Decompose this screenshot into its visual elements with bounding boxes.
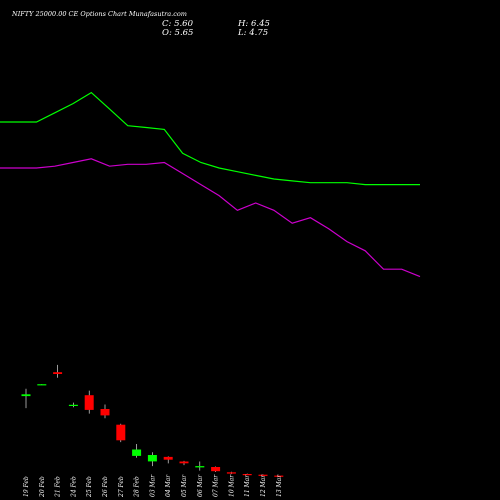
candle-11-mar — [242, 473, 252, 476]
x-tick-label: 24 Feb — [70, 476, 77, 498]
candle-body — [132, 449, 142, 456]
x-tick-label: 19 Feb — [23, 476, 30, 497]
candle-19-feb — [21, 388, 31, 409]
close-label: C: 5.60 — [162, 19, 193, 29]
candle-body — [116, 424, 126, 441]
x-tick-label: 26 Feb — [102, 476, 109, 498]
ma-long-line — [0, 158, 421, 278]
candle-13-mar — [274, 475, 284, 477]
candle-25-feb — [84, 390, 94, 414]
candle-body — [53, 372, 63, 374]
candle-body — [211, 467, 221, 472]
low-label: L: 4.75 — [238, 28, 269, 38]
candle-body — [147, 455, 157, 462]
x-tick-label: 25 Feb — [86, 476, 93, 498]
candle-06-mar — [195, 461, 205, 471]
x-tick-label: 27 Feb — [118, 476, 125, 498]
candle-body — [242, 474, 252, 476]
x-tick-label: 10 Mar — [228, 474, 235, 497]
x-axis-ticks: 19 Feb 20 Feb 21 Feb 24 Feb 25 Feb 26 Feb 27 F… — [23, 474, 283, 498]
candle-07-mar — [211, 466, 221, 472]
candle-03-mar — [147, 452, 157, 467]
candle-body — [21, 394, 31, 397]
candle-26-feb — [100, 404, 110, 419]
candle-04-mar — [163, 456, 173, 464]
x-tick-label: 05 Mar — [181, 474, 188, 497]
x-tick-label: 04 Mar — [165, 474, 172, 497]
candle-body — [195, 466, 205, 468]
open-label: O: 5.65 — [162, 28, 194, 38]
candle-body — [37, 384, 47, 386]
ma-short-line — [0, 91, 420, 186]
candle-21-feb — [53, 364, 63, 378]
candle-body — [179, 461, 189, 464]
candle-10-mar — [226, 471, 236, 475]
x-tick-label: 07 Mar — [213, 474, 220, 497]
candle-body — [68, 404, 78, 406]
candle-28-feb — [132, 444, 142, 458]
candle-20-feb — [37, 384, 47, 386]
x-tick-label: 11 Mar — [244, 474, 251, 497]
candle-body — [226, 472, 236, 474]
x-tick-label: 03 Mar — [149, 474, 156, 497]
candle-body — [84, 395, 94, 410]
chart-title: NIFTY 25000.00 CE Options Chart Munafasu… — [12, 10, 187, 18]
candle-body — [274, 475, 284, 477]
x-tick-label: 20 Feb — [39, 476, 46, 498]
high-label: H: 6.45 — [238, 19, 270, 29]
candle-24-feb — [68, 402, 78, 408]
candle-body — [163, 456, 173, 460]
candle-12-mar — [258, 474, 268, 476]
candle-05-mar — [179, 460, 189, 466]
candle-body — [100, 409, 110, 416]
x-tick-label: 13 Mar — [276, 474, 283, 497]
x-tick-label: 12 Mar — [260, 474, 267, 497]
x-tick-label: 28 Feb — [134, 476, 141, 498]
x-tick-label: 21 Feb — [55, 476, 62, 498]
candle-27-feb — [116, 423, 126, 443]
candle-layer — [21, 364, 284, 477]
x-tick-label: 06 Mar — [197, 474, 204, 497]
moving-average-layer — [0, 91, 421, 278]
candle-body — [258, 474, 268, 476]
